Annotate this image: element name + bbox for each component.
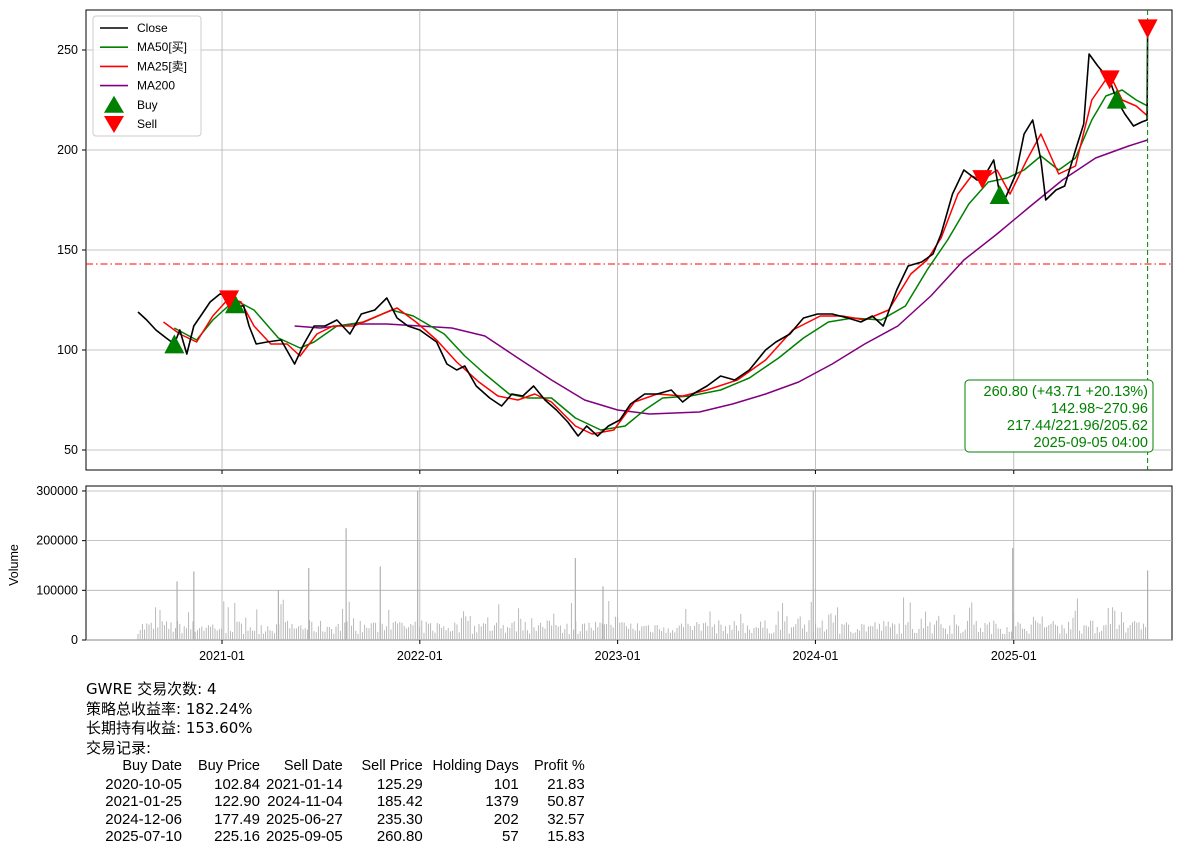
- price-y-ticks: 50 100 150 200 250: [57, 43, 86, 457]
- cell-buy-date: 2021-01-25: [105, 793, 182, 810]
- buy-marker: [164, 334, 185, 354]
- series-line-ma200: [294, 139, 1148, 415]
- cell-sell-price: 235.30: [376, 810, 423, 828]
- price-y-tick-label: 250: [57, 43, 78, 57]
- cell-sell-price: 125.29: [376, 775, 423, 793]
- cell-buy-date: 2024-12-06: [105, 810, 182, 828]
- strategy-return-line: 策略总收益率: 182.24%: [86, 699, 253, 718]
- cell-profit: 50.87: [547, 793, 585, 810]
- volume-y-tick-label: 200000: [36, 534, 78, 548]
- cell-sell-price: 260.80: [376, 828, 423, 845]
- header-sell-date: Sell Date: [283, 758, 343, 774]
- series-line-close: [137, 28, 1149, 437]
- cell-holding-days: 57: [502, 828, 519, 845]
- info-line: 217.44/221.96/205.62: [1007, 418, 1148, 434]
- x-tick-label: 2022-01: [397, 649, 443, 663]
- cell-sell-price: 185.42: [376, 793, 423, 810]
- volume-y-axis-label: Volume: [7, 544, 21, 586]
- trade-markers: [164, 19, 1158, 354]
- hold-return-line: 长期持有收益: 153.60%: [86, 719, 253, 737]
- x-tick-label: 2021-01: [199, 649, 245, 663]
- legend-label: Sell: [137, 117, 157, 131]
- trade-table-header: Buy Date Buy Price Sell Date Sell Price …: [86, 758, 585, 776]
- price-series-lines: [137, 28, 1149, 437]
- legend-box: [92, 15, 202, 137]
- series-line-ma25: [163, 73, 1149, 435]
- sell-marker: [1137, 19, 1158, 39]
- legend-label: MA200: [137, 79, 175, 93]
- legend-swatch-buy: [104, 95, 124, 113]
- cell-profit: 15.83: [547, 828, 585, 845]
- cell-holding-days: 1379: [485, 793, 519, 810]
- cell-buy-price: 225.16: [214, 828, 260, 845]
- sell-marker: [972, 170, 993, 190]
- price-plot-frame: [85, 9, 1173, 471]
- cell-holding-days: 101: [493, 775, 519, 793]
- cell-holding-days: 202: [493, 810, 519, 828]
- volume-grid: [86, 486, 1172, 641]
- cell-profit: 32.57: [547, 810, 585, 828]
- cell-buy-price: 122.90: [214, 793, 260, 810]
- sell-marker: [219, 290, 240, 310]
- cell-profit: 21.83: [547, 775, 585, 793]
- x-ticks: 2021-01 2022-01 2023-01 2024-01 2025-01: [199, 640, 1037, 663]
- trade-count-line: GWRE 交易次数: 4: [86, 680, 217, 698]
- cell-sell-date: 2021-01-14: [266, 775, 343, 793]
- cell-sell-date: 2025-09-05: [266, 828, 343, 845]
- cell-buy-date: 2020-10-05: [105, 775, 182, 793]
- legend-swatch-sell: [104, 116, 124, 133]
- header-profit: Profit %: [533, 758, 585, 774]
- trade-row: 2021-01-25 122.90 2024-11-04 185.42 1379 50.8…: [86, 793, 585, 811]
- trade-row: 2024-12-06 177.49 2025-06-27 235.30 202 32.57: [86, 810, 585, 829]
- legend: Close MA50[买] MA25[卖] MA200 Buy Sell: [92, 15, 202, 137]
- buy-marker: [225, 294, 246, 314]
- legend-label: Buy: [137, 98, 158, 112]
- header-buy-price: Buy Price: [197, 758, 260, 774]
- info-line: 142.98~270.96: [1051, 401, 1148, 417]
- cell-buy-date: 2025-07-10: [105, 828, 182, 845]
- trade-records-table: Buy Date Buy Price Sell Date Sell Price …: [86, 758, 585, 846]
- trade-records-title: 交易记录:: [86, 738, 152, 757]
- info-box-frame: [964, 379, 1154, 453]
- price-y-tick-label: 100: [57, 343, 78, 357]
- cell-buy-price: 177.49: [214, 810, 260, 828]
- volume-y-ticks: 0 100000 200000 300000: [36, 484, 86, 647]
- legend-label: Close: [137, 21, 168, 35]
- cell-sell-date: 2024-11-04: [267, 793, 343, 810]
- info-box: 260.80 (+43.71 +20.13%)142.98~270.96217.…: [964, 379, 1154, 453]
- x-tick-label: 2025-01: [991, 649, 1037, 663]
- stock-chart: 50 100 150 200 250 Close MA50[买] MA25[卖] MA200 B…: [7, 9, 1173, 663]
- x-tick-label: 2024-01: [792, 649, 838, 663]
- volume-y-tick-label: 100000: [36, 583, 78, 597]
- legend-label: MA50[买]: [137, 40, 187, 54]
- series-line-ma50: [173, 89, 1148, 431]
- price-y-tick-label: 50: [64, 443, 78, 457]
- price-y-tick-label: 150: [57, 243, 78, 257]
- volume-bars: [137, 490, 1149, 640]
- sell-marker: [1099, 70, 1120, 90]
- buy-marker: [1106, 89, 1127, 109]
- cell-sell-date: 2025-06-27: [266, 810, 343, 828]
- trade-row: 2025-07-10 225.16 2025-09-05 260.80 57 15.83: [86, 828, 585, 846]
- header-sell-price: Sell Price: [361, 758, 423, 774]
- strategy-summary: GWRE 交易次数: 4 策略总收益率: 182.24% 长期持有收益: 153.6…: [86, 680, 253, 758]
- volume-plot-frame: [85, 485, 1173, 641]
- info-line: 260.80 (+43.71 +20.13%): [984, 384, 1148, 400]
- volume-panel: 0 100000 200000 300000 Volume 2021-01 2022-0…: [7, 484, 1173, 663]
- volume-y-tick-label: 0: [71, 633, 78, 647]
- volume-y-tick-label: 300000: [36, 484, 78, 498]
- header-buy-date: Buy Date: [122, 758, 182, 774]
- trade-row: 2020-10-05 102.84 2021-01-14 125.29 101 21.83: [86, 775, 585, 794]
- header-holding-days: Holding Days: [432, 758, 519, 774]
- x-tick-label: 2023-01: [595, 649, 641, 663]
- cell-buy-price: 102.84: [214, 775, 260, 793]
- price-y-tick-label: 200: [57, 143, 78, 157]
- price-panel: 50 100 150 200 250 Close MA50[买] MA25[卖] MA200 B…: [57, 9, 1173, 474]
- info-line: 2025-09-05 04:00: [1034, 435, 1149, 451]
- legend-label: MA25[卖]: [137, 59, 187, 73]
- buy-marker: [989, 185, 1010, 205]
